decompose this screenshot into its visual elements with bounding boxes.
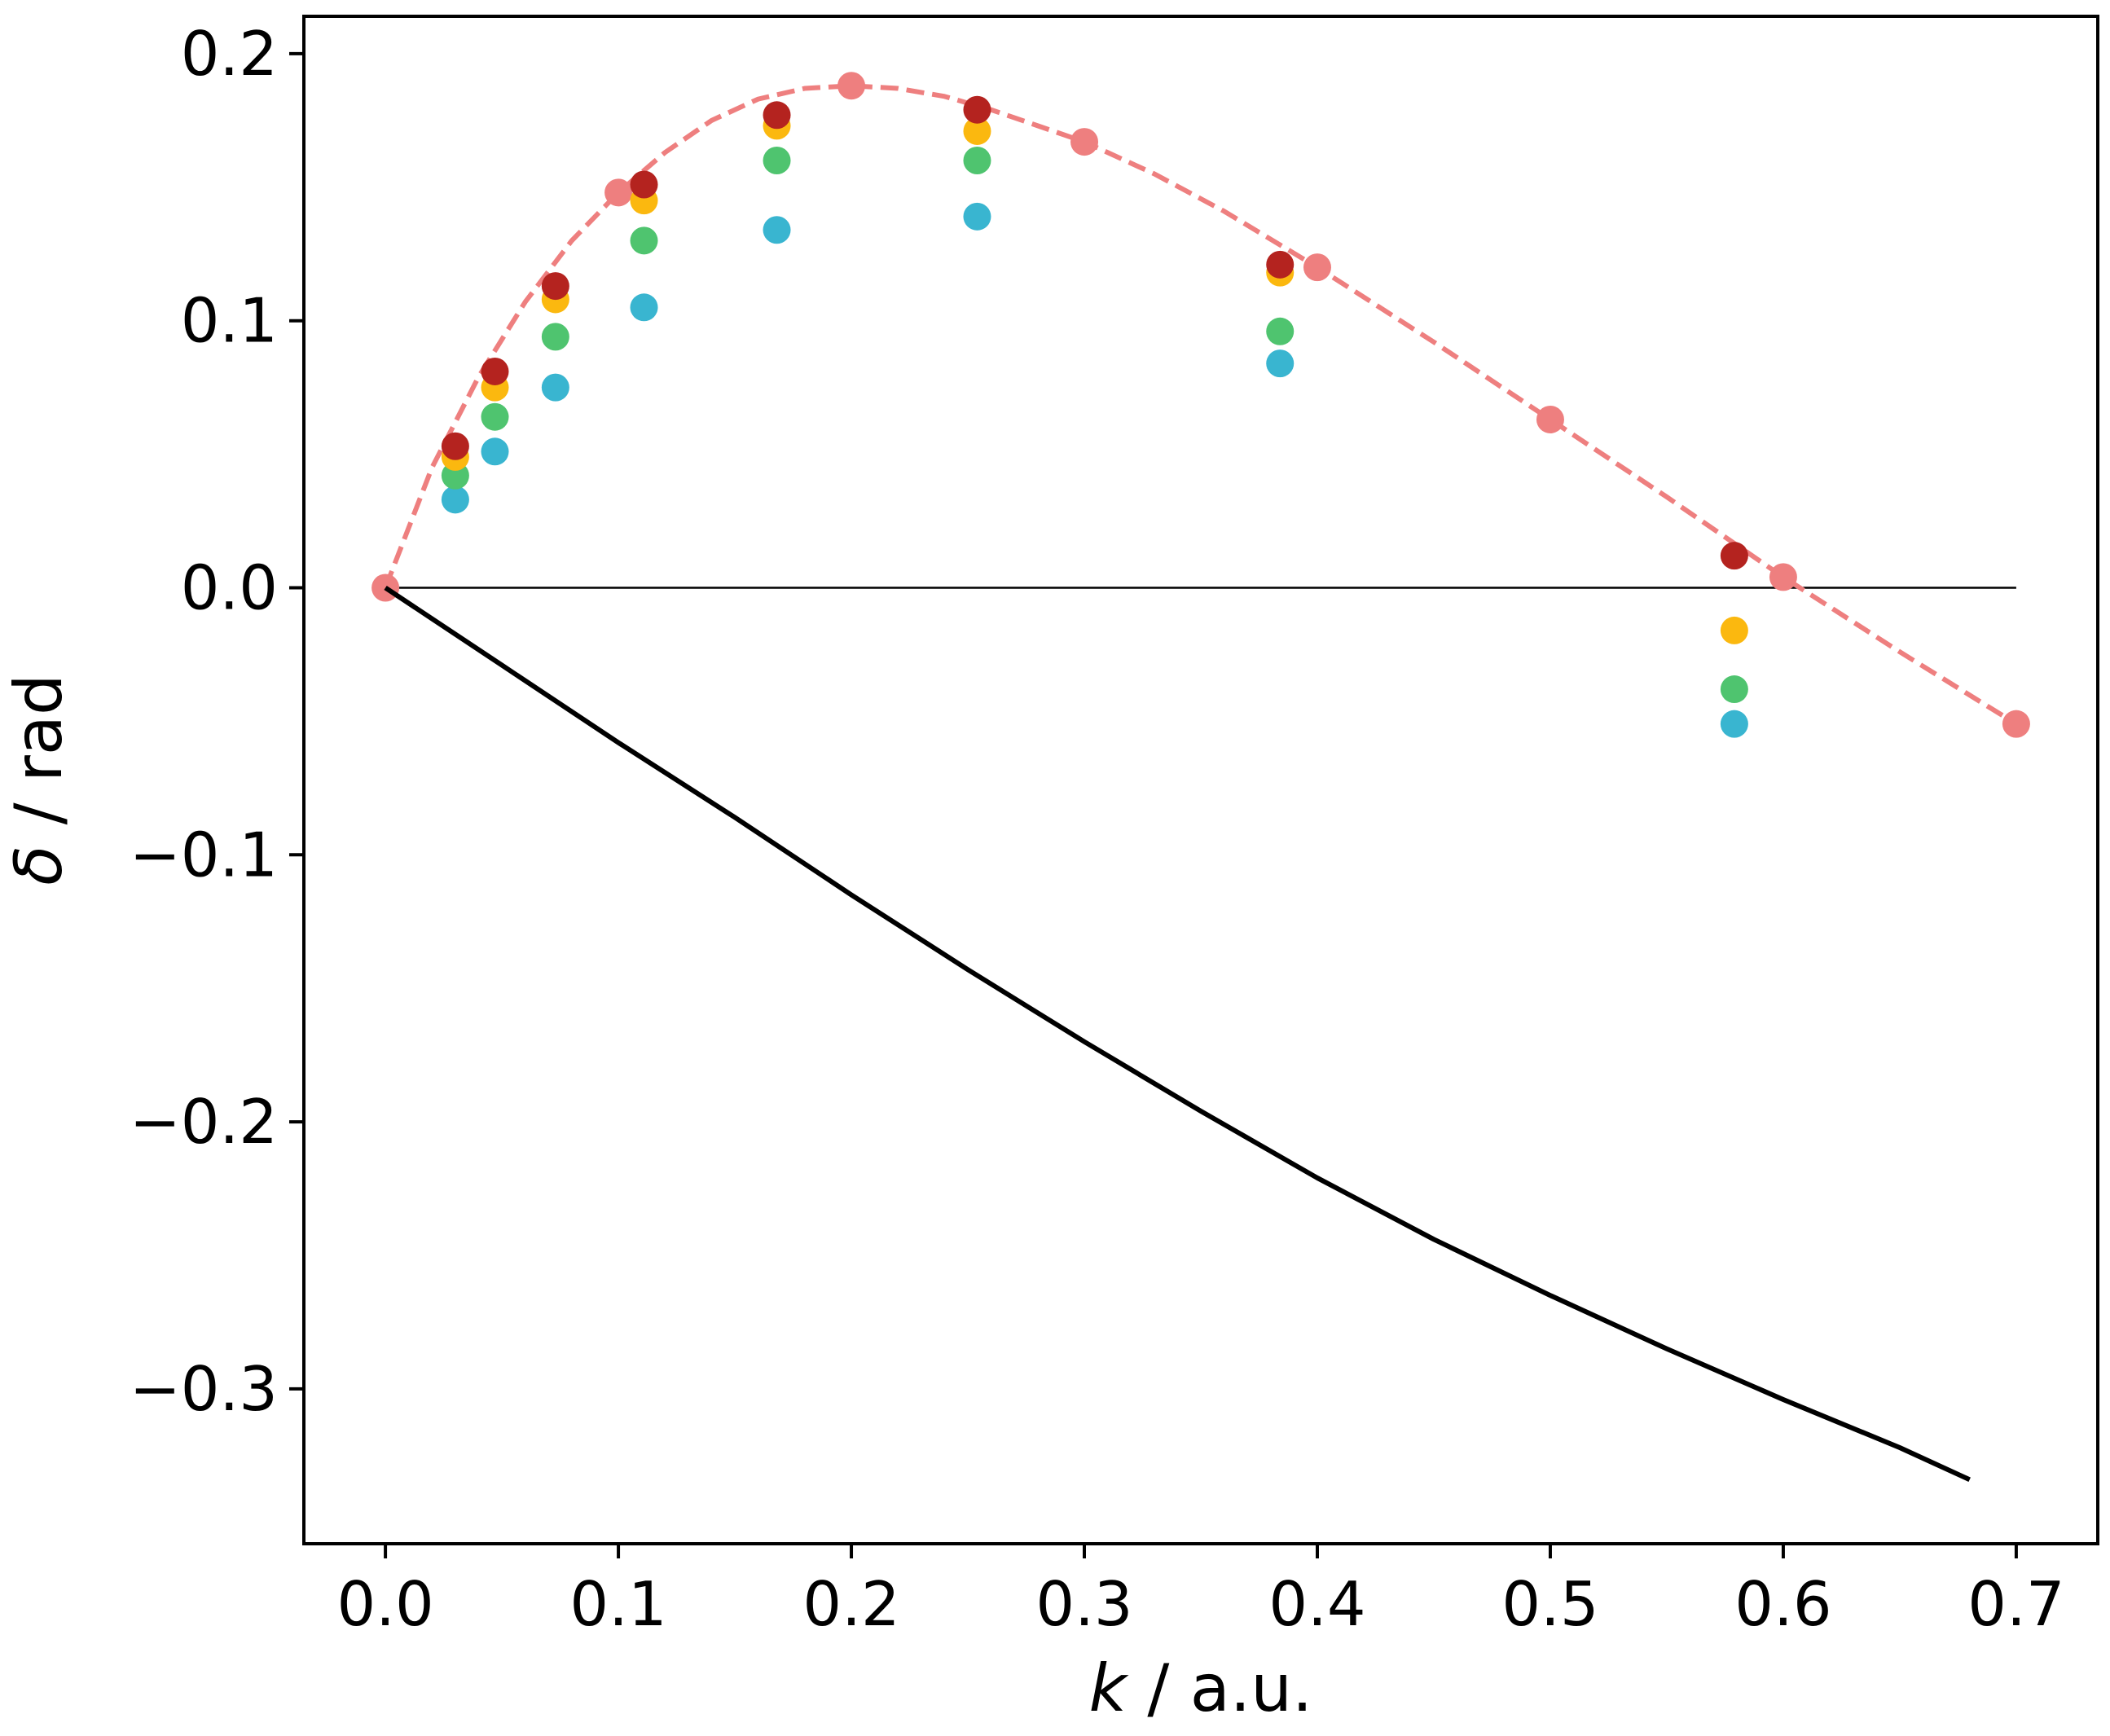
- series-4-point-4: [763, 101, 791, 130]
- series-4-point-6: [1266, 250, 1295, 279]
- plot-frame: [302, 15, 2099, 1545]
- x-tick-label-5: 0.5: [1501, 1568, 1598, 1640]
- x-axis-variable: k: [1089, 1650, 1129, 1726]
- series-4-point-0: [441, 432, 469, 460]
- series-5-line: [384, 585, 1971, 1483]
- x-tick-label-3: 0.3: [1035, 1568, 1132, 1640]
- y-tick-label-3: −0.1: [130, 819, 278, 890]
- series-0-marker-4: [1303, 253, 1331, 282]
- series-4-point-5: [963, 95, 991, 124]
- series-1-point-4: [763, 216, 791, 244]
- series-0-marker-3: [1070, 128, 1099, 156]
- series-1-point-6: [1266, 349, 1295, 378]
- series-2-point-2: [541, 323, 569, 351]
- data-layer: [371, 72, 2030, 1483]
- series-4-point-1: [481, 357, 509, 385]
- series-1-point-2: [541, 373, 569, 402]
- series-2-point-3: [630, 226, 658, 255]
- ticks-layer: 0.0 0.1 0.2 0.3 0.4 0.5 0.6 0.7 0.2 0.1 0.0 −0.1 −0.…: [130, 18, 2065, 1640]
- x-axis-unit: / a.u.: [1127, 1650, 1312, 1726]
- series-1-point-5: [963, 202, 991, 231]
- series-0-marker-5: [1536, 405, 1564, 433]
- y-axis-variable: δ: [1, 846, 77, 886]
- x-axis-label: k / a.u.: [1089, 1650, 1313, 1726]
- x-tick-label-7: 0.7: [1967, 1568, 2064, 1640]
- y-tick-label-0: 0.2: [181, 18, 278, 90]
- x-tick-label-0: 0.0: [336, 1568, 433, 1640]
- series-2-point-6: [1266, 317, 1295, 345]
- series-3-point-7: [1720, 616, 1748, 644]
- y-tick-label-2: 0.0: [181, 552, 278, 623]
- y-axis-label: δ / rad: [1, 674, 77, 885]
- y-tick-label-4: −0.2: [130, 1086, 278, 1158]
- series-2-point-4: [763, 147, 791, 175]
- series-4-point-7: [1720, 542, 1748, 570]
- series-4-point-2: [541, 272, 569, 301]
- series-0-marker-6: [1769, 563, 1797, 591]
- series-4-point-3: [630, 170, 658, 199]
- x-tick-label-6: 0.6: [1734, 1568, 1831, 1640]
- y-tick-label-1: 0.1: [181, 285, 278, 357]
- series-1-point-3: [630, 293, 658, 322]
- series-2-point-1: [481, 402, 509, 431]
- x-tick-label-4: 0.4: [1268, 1568, 1365, 1640]
- series-0-marker-7: [2002, 710, 2030, 738]
- series-0-dashed-line: [383, 83, 2018, 727]
- y-axis-unit: / rad: [1, 674, 77, 846]
- series-0-marker-2: [837, 72, 866, 100]
- x-tick-label-1: 0.1: [569, 1568, 666, 1640]
- series-1-point-1: [481, 437, 509, 466]
- series-2-point-5: [963, 147, 991, 175]
- series-2-point-7: [1720, 675, 1748, 704]
- series-3-point-5: [963, 116, 991, 145]
- series-0-marker-1: [604, 178, 633, 207]
- x-tick-label-2: 0.2: [802, 1568, 899, 1640]
- series-1-point-7: [1720, 710, 1748, 738]
- series-1-point-0: [441, 486, 469, 514]
- y-tick-label-5: −0.3: [130, 1353, 278, 1425]
